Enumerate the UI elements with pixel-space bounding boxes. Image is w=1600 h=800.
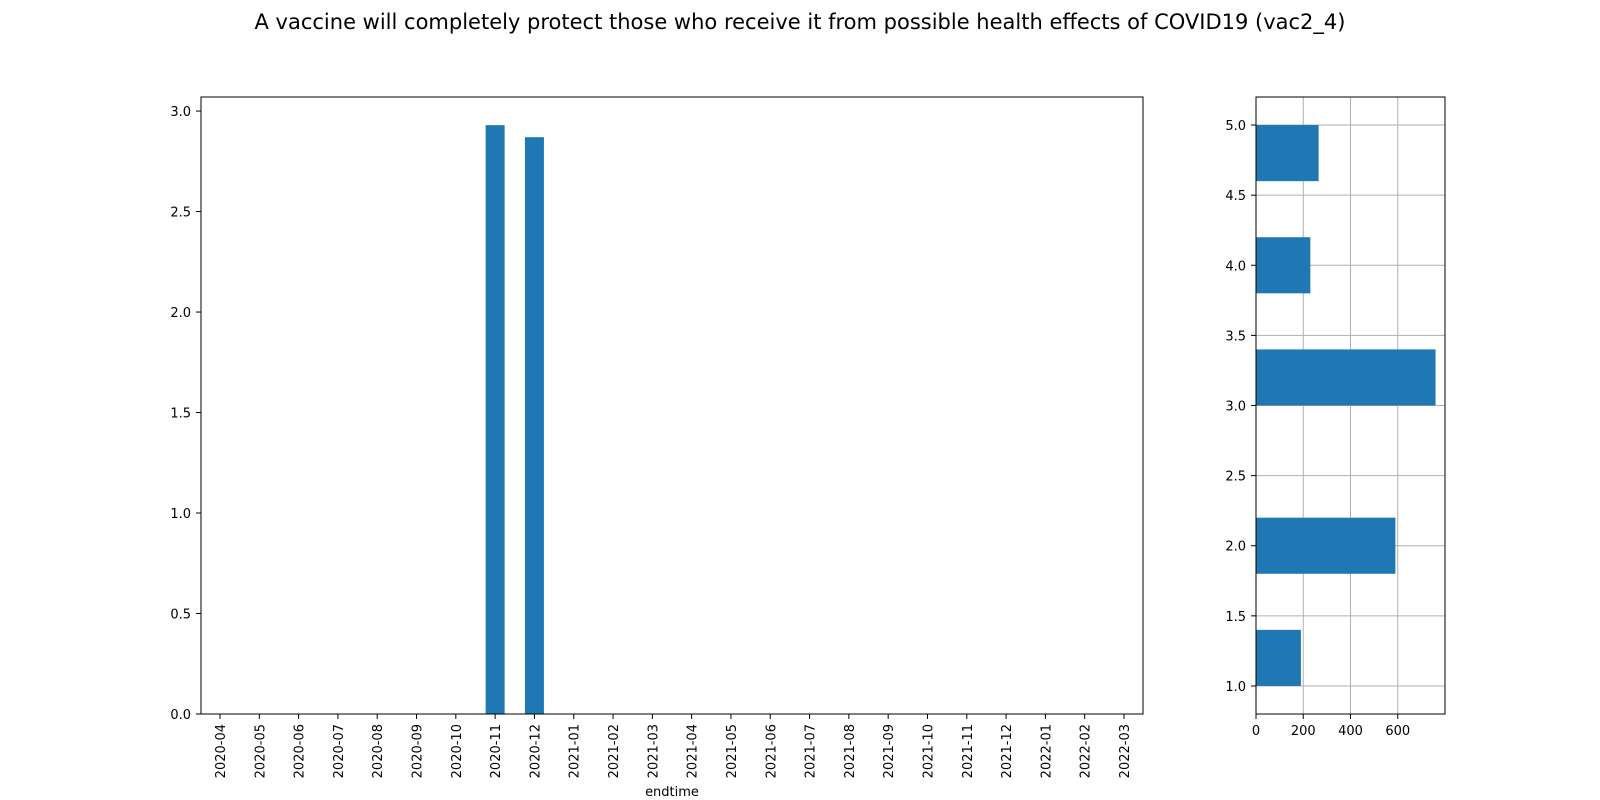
x-tick-label: 2020-05 [253,724,268,778]
x-tick-label: 2021-05 [725,724,740,778]
y-tick-label: 4.5 [1225,189,1246,204]
y-tick-label: 1.0 [170,507,191,522]
y-tick-label: 3.0 [170,105,191,120]
x-tick-label: 2022-02 [1079,724,1094,778]
x-tick-label: 2020-10 [450,724,465,778]
chart-title: A vaccine will completely protect those … [254,10,1346,34]
hist-bar [1256,237,1311,294]
hist-bar [1256,629,1301,686]
x-tick-label: 2020-11 [489,724,504,778]
y-tick-label: 1.5 [1225,610,1246,625]
bar [485,125,505,714]
x-tick-label: 2021-09 [882,724,897,778]
y-tick-label: 4.0 [1225,259,1246,274]
x-tick-label: 2021-11 [961,724,976,778]
main-bar-chart: 0.0 0.5 1.0 1.5 2.0 2.5 3.0 2020-04 2020-05 2020-… [170,96,1144,800]
x-tick-label: 2021-12 [1000,724,1015,778]
x-tick-label: 2021-01 [568,724,583,778]
y-tick-label: 3.5 [1225,329,1246,344]
hist-bar [1256,125,1319,182]
hist-bar [1256,349,1436,406]
y-tick-label: 2.5 [1225,470,1246,485]
x-tick-label: 2020-04 [214,724,229,778]
x-tick-label: 2021-03 [646,724,661,778]
x-tick-label: 2020-09 [411,724,426,778]
x-tick-label: 0 [1252,724,1260,739]
bar [524,137,544,714]
y-tick-label: 0.0 [170,708,191,723]
x-tick-label: 2020-08 [371,724,386,778]
y-tick-label: 0.5 [170,608,191,623]
plot-frame [200,96,1144,715]
x-tick-label: 2021-07 [804,724,819,778]
x-tick-label: 2022-03 [1118,724,1133,778]
x-tick-label: 2020-12 [528,724,543,778]
y-tick-label: 5.0 [1225,119,1246,134]
x-tick-label: 400 [1338,724,1363,739]
hist-bar [1256,517,1396,574]
side-histogram: 1.0 1.5 2.0 2.5 3.0 3.5 4.0 4.5 5.0 0 200 400 600 [1225,96,1446,739]
x-tick-label: 600 [1385,724,1410,739]
y-tick-label: 1.0 [1225,680,1246,695]
y-tick-label: 2.5 [170,206,191,221]
x-axis-label: endtime [645,785,699,800]
x-tick-label: 200 [1291,724,1316,739]
x-tick-label: 2021-10 [921,724,936,778]
x-tick-label: 2021-08 [843,724,858,778]
x-tick-label: 2022-01 [1039,724,1054,778]
y-tick-label: 3.0 [1225,400,1246,415]
x-tick-label: 2021-02 [607,724,622,778]
x-tick-label: 2021-04 [686,724,701,778]
y-tick-label: 2.0 [170,306,191,321]
y-tick-label: 1.5 [170,407,191,422]
x-tick-label: 2021-06 [764,724,779,778]
x-tick-label: 2020-06 [293,724,308,778]
x-tick-label: 2020-07 [332,724,347,778]
y-tick-label: 2.0 [1225,540,1246,555]
